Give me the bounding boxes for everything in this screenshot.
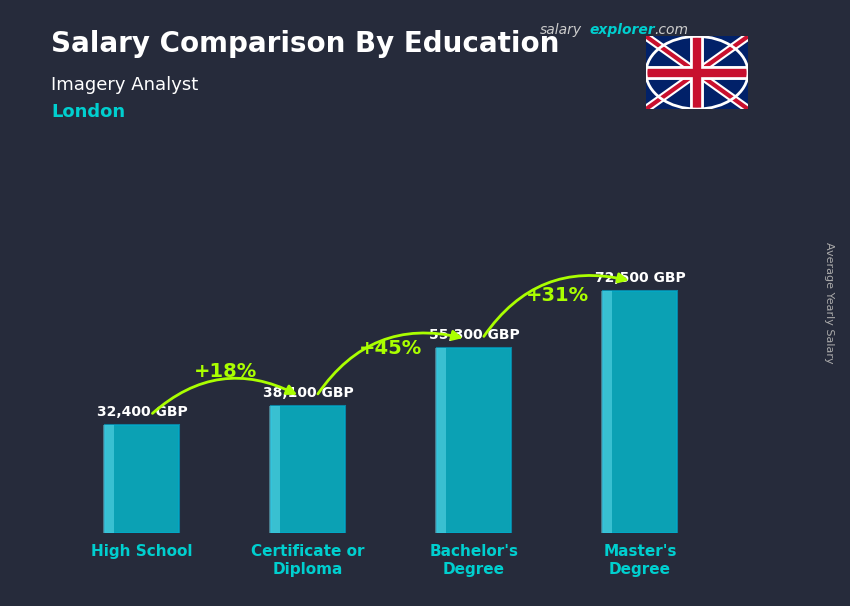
Text: 38,100 GBP: 38,100 GBP xyxy=(263,386,354,400)
Text: +18%: +18% xyxy=(194,362,257,381)
Text: London: London xyxy=(51,103,125,121)
Text: 55,300 GBP: 55,300 GBP xyxy=(428,328,519,342)
Text: explorer: explorer xyxy=(589,23,654,37)
Text: salary: salary xyxy=(540,23,582,37)
Bar xyxy=(603,291,677,533)
Text: .com: .com xyxy=(654,23,688,37)
Text: +45%: +45% xyxy=(360,339,422,358)
Bar xyxy=(601,291,612,533)
Bar xyxy=(437,348,512,533)
Bar xyxy=(270,406,345,533)
Bar xyxy=(105,425,179,533)
Text: Imagery Analyst: Imagery Analyst xyxy=(51,76,198,94)
Text: Average Yearly Salary: Average Yearly Salary xyxy=(824,242,834,364)
Text: +31%: +31% xyxy=(525,286,588,305)
Text: 72,500 GBP: 72,500 GBP xyxy=(594,271,685,285)
Text: 32,400 GBP: 32,400 GBP xyxy=(97,405,188,419)
Text: Salary Comparison By Education: Salary Comparison By Education xyxy=(51,30,559,58)
Bar xyxy=(103,425,114,533)
Bar xyxy=(434,348,446,533)
Bar xyxy=(269,406,280,533)
